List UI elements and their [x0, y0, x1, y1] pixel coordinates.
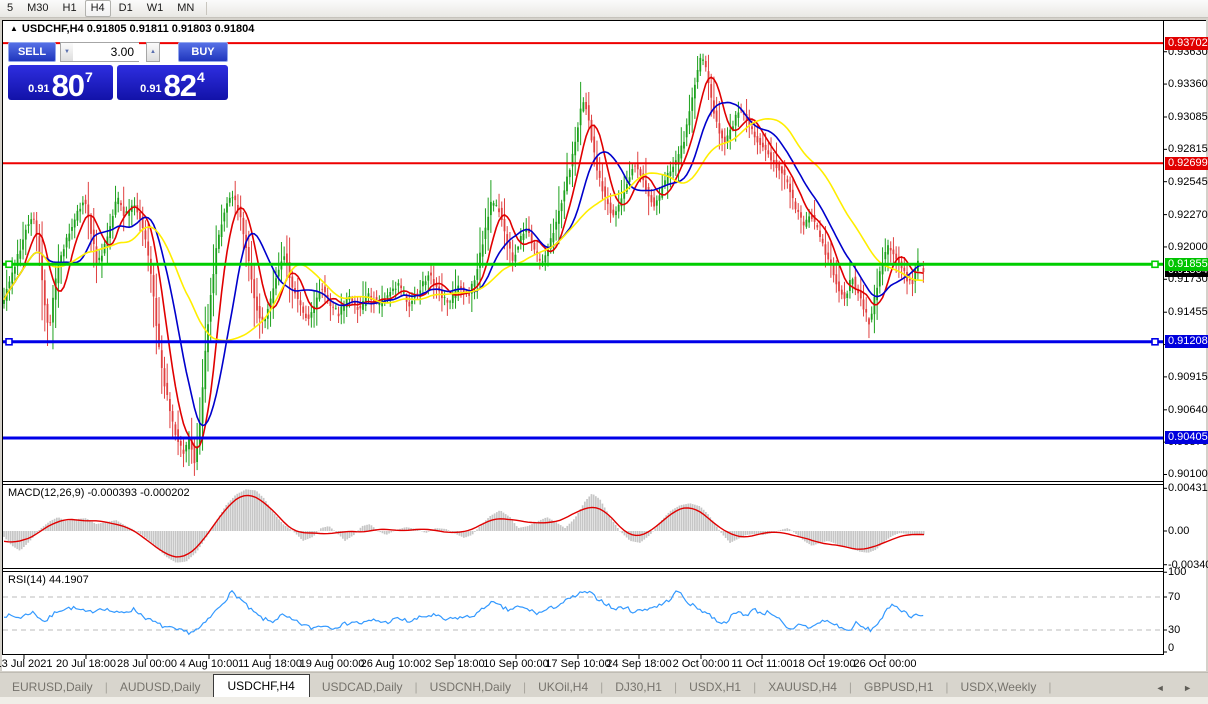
time-axis-label: 13 Jul 2021	[0, 658, 53, 670]
axis-price-badge: 0.91855	[1165, 257, 1208, 271]
moving-average-line	[3, 76, 924, 449]
rsi-indicator-label: RSI(14) 44.1907	[8, 574, 89, 586]
axis-price-badge: 0.90405	[1165, 431, 1208, 445]
tab-separator: |	[848, 680, 853, 694]
time-axis-label: 10 Sep 00:00	[483, 658, 549, 670]
toolbar-separator	[206, 2, 208, 15]
rsi-axis-70: 70	[1168, 591, 1181, 603]
chart-ohlc-title: ▲ USDCHF,H4 0.91805 0.91811 0.91803 0.918…	[10, 23, 254, 35]
time-axis-label: 28 Jul 00:00	[117, 658, 177, 670]
time-axis-label: 18 Oct 19:00	[792, 658, 856, 670]
axis-price-badge: 0.93702	[1165, 36, 1208, 50]
timeframe-button-MN[interactable]: MN	[177, 2, 195, 14]
timeframe-button-H1[interactable]: H1	[62, 2, 77, 14]
rsi-axis-30: 30	[1168, 624, 1181, 636]
time-axis-label: 24 Sep 18:00	[606, 658, 672, 670]
tab-separator: |	[104, 680, 108, 694]
sell-button[interactable]: SELL	[8, 42, 56, 62]
price-axis-tick-label: 0.92815	[1168, 143, 1208, 156]
time-axis-label: 26 Aug 10:00	[360, 658, 426, 670]
time-axis-label: 11 Oct 11:00	[731, 658, 793, 670]
time-axis-label: 20 Jul 18:00	[56, 658, 116, 670]
buy-price-pip-digit: 4	[197, 69, 205, 85]
rsi-axis-0: 0	[1168, 642, 1175, 654]
line-handle	[5, 337, 13, 346]
chart-tab-USDCHF-H4[interactable]: USDCHF,H4	[212, 674, 310, 698]
line-handle	[1151, 337, 1159, 346]
sell-price-pip-digit: 7	[85, 69, 93, 85]
axis-price-badge: 0.91208	[1165, 335, 1208, 349]
collapse-arrow-icon[interactable]: ▲	[10, 24, 18, 33]
tab-separator: |	[600, 680, 604, 694]
chart-tab-USDX-Weekly[interactable]: USDX,Weekly	[960, 680, 1037, 694]
chart-tab-DJ30-H1[interactable]: DJ30,H1	[615, 680, 662, 694]
chart-tab-AUDUSD-Daily[interactable]: AUDUSD,Daily	[119, 680, 201, 694]
macd-axis-max-label: 0.00431	[1168, 482, 1208, 495]
tab-separator: |	[945, 680, 949, 694]
timeframe-button-W1[interactable]: W1	[146, 2, 164, 14]
buy-price-display[interactable]: 0.91 82 4	[117, 65, 228, 103]
sell-price-display[interactable]: 0.91 80 7	[8, 65, 113, 103]
tab-scroll-arrows[interactable]: ◄ ►	[1155, 683, 1200, 693]
chart-tab-GBPUSD-H1[interactable]: GBPUSD,H1	[864, 680, 934, 694]
tab-separator: |	[673, 680, 678, 694]
timeframe-button-M30[interactable]: M30	[27, 2, 49, 14]
macd-axis-min-label: -0.003405	[1168, 558, 1208, 571]
sell-price-big-digits: 80	[51, 68, 85, 103]
price-axis-tick-label: 0.91455	[1168, 306, 1208, 319]
tab-separator: |	[523, 680, 527, 694]
time-axis-label: 17 Sep 10:00	[545, 658, 611, 670]
moving-average-line	[3, 117, 924, 342]
bottom-strip	[0, 697, 1208, 704]
tab-separator: |	[1048, 680, 1052, 694]
volume-decrease-button[interactable]: ▼	[60, 42, 74, 62]
line-handle	[5, 260, 13, 269]
buy-button[interactable]: BUY	[178, 42, 228, 62]
moving-average-line	[3, 101, 924, 427]
price-axis-tick-label: 0.92000	[1168, 240, 1208, 253]
line-handle	[1151, 260, 1159, 269]
chart-tab-XAUUSD-H4[interactable]: XAUUSD,H4	[768, 680, 837, 694]
price-axis-tick-label: 0.92270	[1168, 208, 1208, 221]
time-axis-label: 19 Aug 00:00	[299, 658, 365, 670]
tab-separator: |	[414, 680, 418, 694]
timeframe-toolbar: 5 M30 H1 H4 D1 W1 MN	[0, 0, 1208, 18]
volume-increase-button[interactable]: ▲	[146, 42, 160, 62]
time-axis-label: 4 Aug 10:00	[179, 658, 239, 670]
rsi-axis-100: 100	[1168, 566, 1187, 579]
macd-indicator-label: MACD(12,26,9) -0.000393 -0.000202	[8, 487, 190, 499]
timeframe-button-H4[interactable]: H4	[84, 0, 111, 17]
buy-price-prefix: 0.91	[140, 83, 162, 95]
chart-tab-USDCNH-Daily[interactable]: USDCNH,Daily	[429, 680, 511, 694]
price-axis-tick-label: 0.90915	[1168, 370, 1208, 383]
chart-tab-USDCAD-Daily[interactable]: USDCAD,Daily	[321, 680, 403, 694]
chart-background	[2, 20, 1206, 671]
symbol-ohlc-text: USDCHF,H4 0.91805 0.91811 0.91803 0.9180…	[21, 23, 255, 35]
timeframe-button-5[interactable]: 5	[7, 2, 14, 14]
time-axis-label: 2 Sep 18:00	[425, 658, 485, 670]
one-click-trading-panel: SELL ▼ ▲ BUY 0.91 80 7 0.91 82 4	[8, 42, 228, 103]
sell-price-prefix: 0.91	[28, 83, 50, 95]
price-axis-tick-label: 0.90640	[1168, 403, 1208, 416]
tab-separator: |	[753, 680, 757, 694]
time-axis-label: 26 Oct 00:00	[853, 658, 917, 670]
chart-tab-EURUSD-Daily[interactable]: EURUSD,Daily	[12, 680, 93, 694]
price-axis-tick-label: 0.90100	[1168, 468, 1208, 481]
timeframe-button-D1[interactable]: D1	[118, 2, 133, 14]
price-axis-tick-label: 0.93085	[1168, 111, 1208, 123]
price-axis-tick-label: 0.92545	[1168, 175, 1208, 188]
macd-axis-zero-label: 0.00	[1168, 525, 1190, 537]
chart-tab-bar: EURUSD,Daily | AUDUSD,Daily USDCHF,H4 USDCAD…	[0, 672, 1208, 698]
axis-price-badge: 0.92699	[1165, 156, 1208, 170]
price-axis-tick-label: 0.93360	[1168, 78, 1208, 91]
chart-tab-UKOil-H4[interactable]: UKOil,H4	[538, 680, 589, 694]
time-axis-label: 2 Oct 00:00	[672, 658, 730, 670]
time-axis-label: 11 Aug 18:00	[237, 658, 303, 670]
buy-price-big-digits: 82	[163, 68, 197, 103]
volume-input[interactable]	[73, 42, 139, 62]
chart-tab-USDX-H1[interactable]: USDX,H1	[689, 680, 742, 694]
